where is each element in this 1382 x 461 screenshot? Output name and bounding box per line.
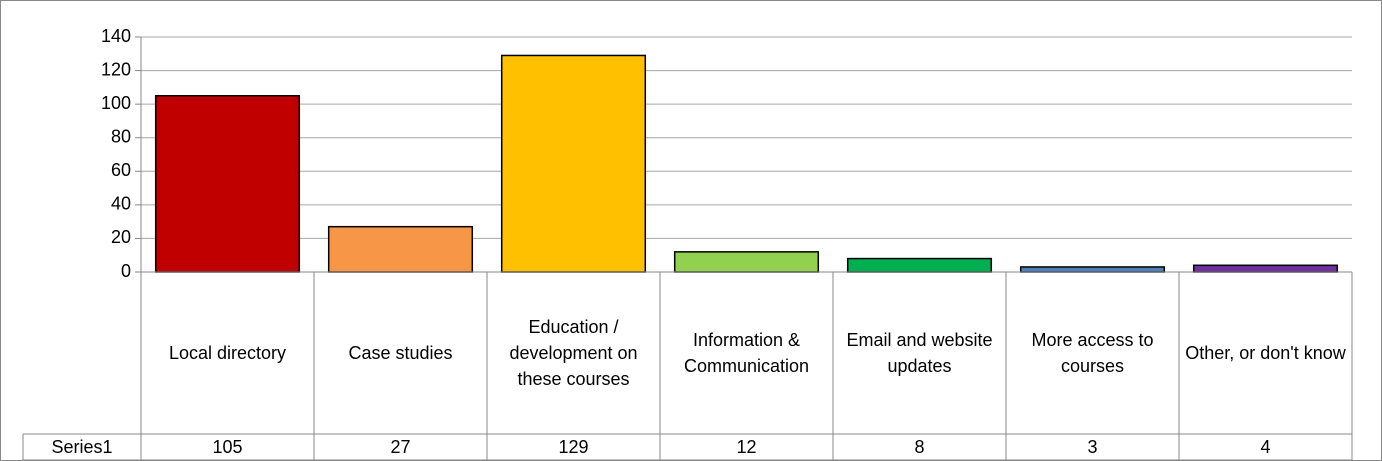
legend-key-label: Series1 xyxy=(51,437,113,457)
bar xyxy=(327,225,474,273)
bar xyxy=(1192,264,1339,273)
table-value: 129 xyxy=(558,437,589,457)
bar xyxy=(673,251,820,273)
table-value: 4 xyxy=(1260,437,1271,457)
table-value: 12 xyxy=(736,437,757,457)
y-tick-label: 40 xyxy=(111,194,131,214)
x-tick-label: Email and website updates xyxy=(846,330,993,376)
table-value: 105 xyxy=(212,437,243,457)
x-tick-label: More access to courses xyxy=(1031,330,1154,376)
bar xyxy=(154,95,301,273)
x-tick-label: Other, or don't know xyxy=(1185,343,1346,363)
y-tick-label: 120 xyxy=(101,59,131,79)
y-tick-label: 80 xyxy=(111,126,131,146)
table-value: 27 xyxy=(390,437,411,457)
x-tick-label: Education / development on these courses xyxy=(509,317,638,389)
x-tick-label: Case studies xyxy=(348,343,453,363)
y-tick-label: 100 xyxy=(101,93,131,113)
table-value: 3 xyxy=(1087,437,1098,457)
y-tick-label: 20 xyxy=(111,227,131,247)
table-value: 8 xyxy=(914,437,925,457)
y-tick-label: 140 xyxy=(101,26,131,46)
x-tick-label: Information & Communication xyxy=(683,330,810,376)
bar xyxy=(846,257,993,273)
y-tick-label: 0 xyxy=(121,261,131,281)
x-tick-label: Local directory xyxy=(168,343,287,363)
y-tick-label: 60 xyxy=(111,160,131,180)
bar xyxy=(500,54,647,273)
